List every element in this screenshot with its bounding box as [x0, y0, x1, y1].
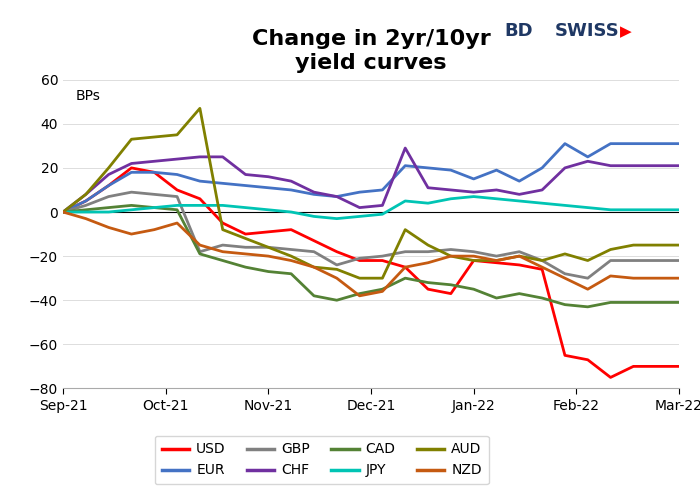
- Text: BPs: BPs: [76, 89, 100, 103]
- Legend: USD, EUR, GBP, CHF, CAD, JPY, AUD, NZD: USD, EUR, GBP, CHF, CAD, JPY, AUD, NZD: [155, 436, 489, 485]
- Text: ▶: ▶: [620, 24, 632, 39]
- Text: SWISS: SWISS: [554, 22, 619, 40]
- Title: Change in 2yr/10yr
yield curves: Change in 2yr/10yr yield curves: [251, 29, 491, 73]
- Text: BD: BD: [504, 22, 533, 40]
